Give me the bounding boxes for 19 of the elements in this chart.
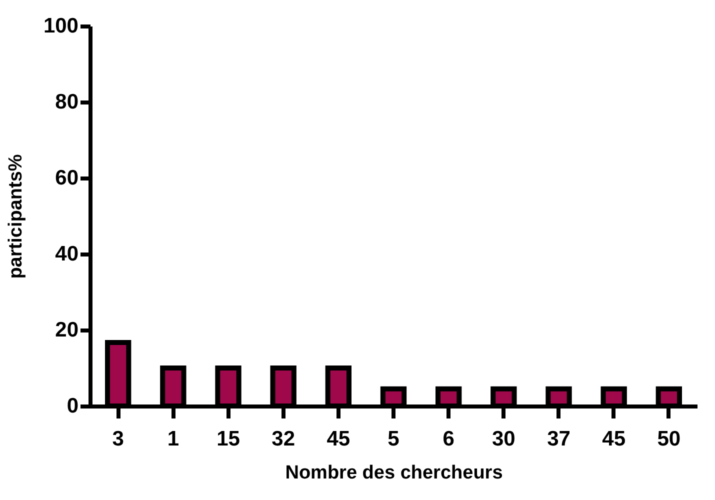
x-tick-label: 15 [216, 428, 240, 450]
x-tick-label: 6 [442, 428, 454, 450]
x-tick-label: 30 [492, 428, 516, 450]
x-tick-label: 45 [326, 428, 350, 450]
x-tick-label: 45 [602, 428, 626, 450]
y-tick-label: 20 [55, 318, 78, 342]
x-tick-label: 32 [272, 428, 296, 450]
y-tick-label: 100 [43, 14, 78, 38]
x-tick-label: 1 [167, 428, 180, 450]
y-tick-label: 40 [55, 242, 78, 266]
y-axis-title: participants% [5, 154, 26, 279]
y-tick-label: 80 [55, 90, 78, 114]
x-tick-label: 3 [112, 428, 124, 450]
y-tick-label: 0 [66, 394, 78, 418]
y-tick-label: 60 [55, 166, 78, 190]
x-axis-title: Nombre des chercheurs [285, 462, 503, 484]
x-tick-label: 5 [388, 428, 400, 450]
x-tick-label: 37 [547, 428, 570, 450]
x-tick-label: 50 [657, 428, 681, 450]
